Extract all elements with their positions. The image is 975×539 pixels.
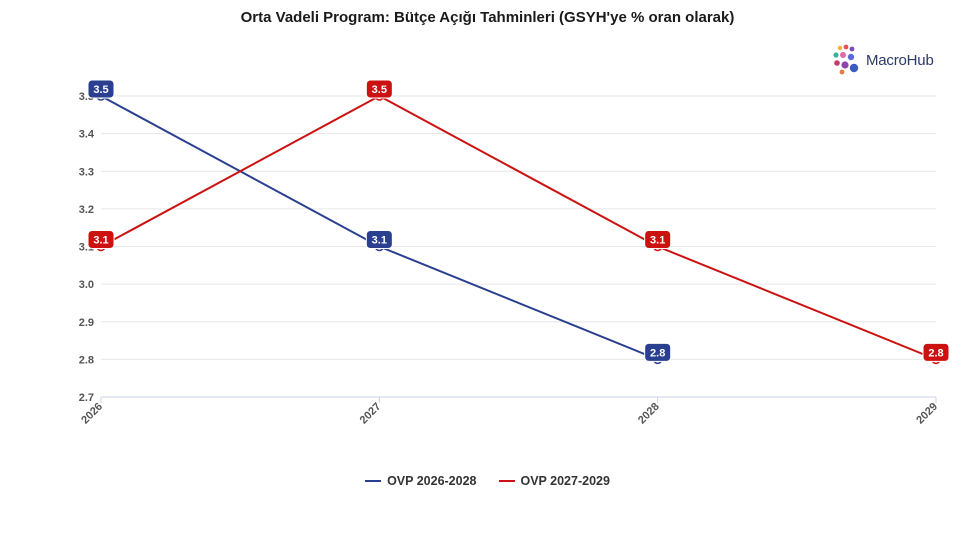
y-tick-label: 3.4	[79, 129, 95, 141]
legend-label: OVP 2026-2028	[387, 474, 477, 488]
dots-cluster-icon	[833, 44, 859, 75]
legend-item[interactable]: OVP 2026-2028	[365, 474, 477, 488]
grid-lines	[101, 95, 936, 398]
logo-text: MacroHub	[866, 51, 934, 69]
y-tick-label: 2.8	[79, 354, 94, 366]
legend-label: OVP 2027-2029	[520, 474, 610, 488]
data-labels: 3.5 3.1 2.8 3.1 3.5 3.1 2.8	[87, 79, 950, 362]
series-line-2	[100, 94, 937, 361]
y-tick-label: 2.7	[79, 392, 94, 404]
series-line-1	[100, 95, 659, 361]
data-label: 2.8	[650, 347, 665, 359]
macrohub-logo: MacroHub	[832, 44, 934, 76]
series-points	[96, 91, 941, 365]
data-label-box	[87, 230, 115, 249]
x-tick-label: 2026	[79, 401, 105, 427]
x-axis: 2026 2027 2028 2029	[79, 397, 940, 426]
chart-title: Orta Vadeli Program: Bütçe Açığı Tahminl…	[240, 9, 735, 26]
legend: OVP 2026-2028 OVP 2027-2029	[0, 474, 975, 488]
data-label-box	[644, 342, 672, 362]
x-tick-label: 2029	[914, 401, 940, 427]
data-label: 3.1	[650, 235, 665, 247]
data-label-box	[922, 342, 950, 362]
y-tick-label: 3.3	[79, 166, 94, 178]
data-label: 3.1	[93, 235, 108, 247]
data-label-box	[87, 79, 115, 99]
x-tick-label: 2027	[358, 401, 384, 427]
data-label: 2.8	[928, 347, 943, 359]
y-tick-label: 3.2	[79, 204, 94, 216]
y-tick-label: 2.9	[79, 317, 94, 329]
data-label: 3.5	[372, 84, 387, 96]
data-label: 3.5	[93, 84, 108, 96]
legend-item[interactable]: OVP 2027-2029	[498, 474, 610, 488]
data-label: 3.1	[372, 235, 387, 247]
data-label-box	[644, 230, 672, 249]
data-label-box	[365, 230, 393, 249]
legend-swatch	[365, 480, 382, 482]
series-lines	[100, 94, 937, 361]
data-label-box	[365, 79, 393, 99]
y-tick-label: 3.0	[79, 279, 94, 291]
legend-swatch	[498, 480, 515, 482]
x-tick-label: 2028	[636, 401, 662, 427]
